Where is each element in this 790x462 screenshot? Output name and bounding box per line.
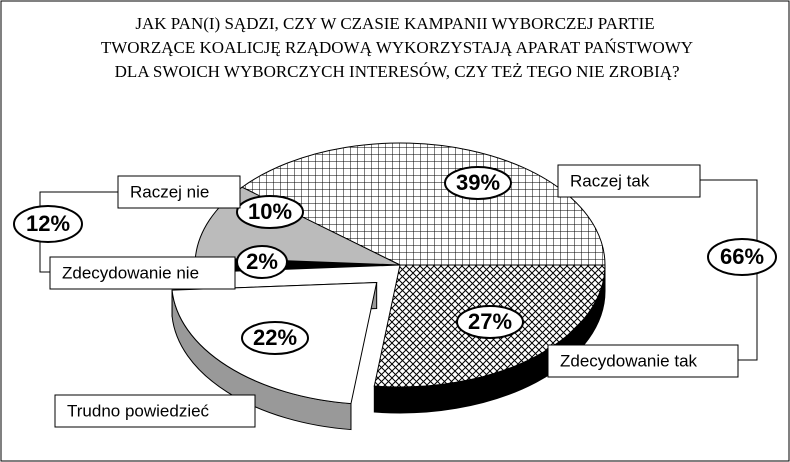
category-box: [557, 164, 701, 198]
value-label-bg: [241, 321, 309, 355]
category-label: Zdecydowanie tak: [560, 351, 698, 370]
category-box: [117, 175, 241, 209]
value-label: 2%: [246, 249, 278, 274]
category-box: [547, 344, 739, 378]
category-box: [54, 394, 256, 428]
group-label-bg: [13, 205, 83, 243]
value-label-bg: [236, 245, 288, 279]
group-label-bg: [707, 238, 777, 276]
category-label: Raczej tak: [570, 171, 650, 190]
value-label: 10%: [248, 199, 292, 224]
category-label: Zdecydowanie nie: [62, 263, 199, 282]
value-label: 39%: [456, 170, 500, 195]
slice: [241, 142, 606, 266]
group-label: 66%: [720, 244, 764, 269]
value-label-bg: [444, 166, 512, 200]
category-box: [49, 256, 236, 290]
value-label: 27%: [468, 309, 512, 334]
chart-title: JAK PAN(I) SĄDZI, CZY W CZASIE KAMPANII …: [97, 14, 693, 81]
value-label: 22%: [253, 325, 297, 350]
group-label: 12%: [26, 211, 70, 236]
category-label: Trudno powiedzieć: [67, 401, 210, 420]
value-label-bg: [456, 305, 524, 339]
value-label-bg: [236, 195, 304, 229]
category-label: Raczej nie: [130, 182, 209, 201]
